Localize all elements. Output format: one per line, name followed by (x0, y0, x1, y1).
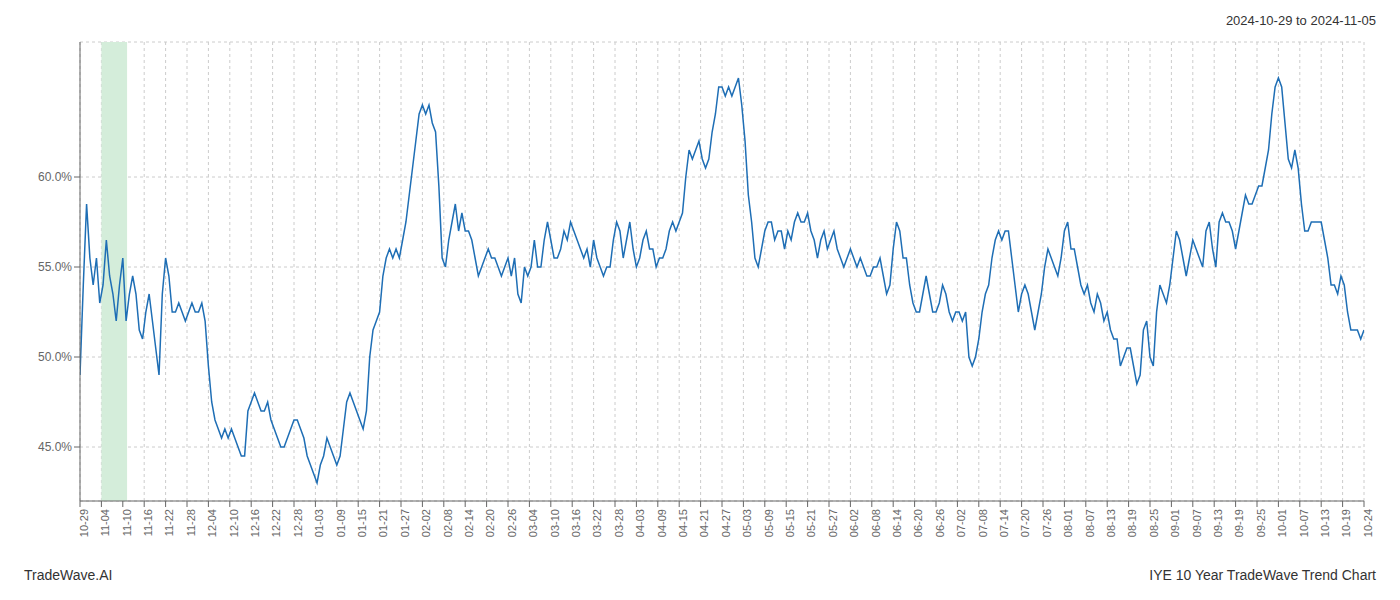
svg-text:07-20: 07-20 (1019, 509, 1031, 537)
html-text:IYE 10 Year TradeWave Trend Ch: IYE 10 Year TradeWave Trend Chart (1149, 567, 1376, 583)
html-text:2024-10-29 to 2024-11-05: 2024-10-29 to 2024-11-05 (1225, 12, 1376, 28)
svg-text:10-13: 10-13 (1319, 509, 1331, 537)
svg-text:02-26: 02-26 (506, 509, 518, 537)
svg-text:01-21: 01-21 (377, 509, 389, 537)
svg-text:12-04: 12-04 (206, 509, 218, 537)
svg-text:12-28: 12-28 (292, 509, 304, 537)
svg-text:05-03: 05-03 (741, 509, 753, 537)
svg-text:07-14: 07-14 (998, 509, 1010, 537)
svg-text:08-13: 08-13 (1105, 509, 1117, 537)
svg-text:11-16: 11-16 (142, 509, 154, 536)
svg-text:45.0%: 45.0% (38, 440, 72, 454)
svg-text:04-21: 04-21 (698, 509, 710, 537)
svg-text:02-20: 02-20 (484, 509, 496, 537)
svg-text:08-07: 08-07 (1084, 509, 1096, 537)
svg-text:02-14: 02-14 (463, 509, 475, 537)
svg-text:08-25: 08-25 (1148, 509, 1160, 537)
svg-text:10-29: 10-29 (78, 509, 90, 537)
svg-text:08-19: 08-19 (1126, 509, 1138, 537)
svg-text:03-04: 03-04 (527, 509, 539, 537)
svg-text:06-02: 06-02 (848, 509, 860, 537)
svg-text:12-16: 12-16 (249, 509, 261, 537)
svg-text:03-22: 03-22 (591, 509, 603, 537)
svg-text:05-09: 05-09 (763, 509, 775, 537)
svg-text:02-02: 02-02 (420, 509, 432, 537)
svg-text:55.0%: 55.0% (38, 260, 72, 274)
svg-text:09-13: 09-13 (1212, 509, 1224, 537)
html-text:TradeWave.AI: TradeWave.AI (24, 567, 113, 583)
svg-text:01-27: 01-27 (399, 509, 411, 537)
svg-text:10-07: 10-07 (1298, 509, 1310, 537)
svg-text:04-03: 04-03 (634, 509, 646, 537)
svg-text:01-03: 01-03 (313, 509, 325, 537)
svg-text:04-15: 04-15 (677, 509, 689, 537)
svg-text:07-08: 07-08 (977, 509, 989, 537)
svg-text:03-10: 03-10 (549, 509, 561, 537)
svg-text:60.0%: 60.0% (38, 170, 72, 184)
svg-text:01-15: 01-15 (356, 509, 368, 537)
svg-text:10-24: 10-24 (1362, 509, 1374, 537)
svg-text:07-02: 07-02 (955, 509, 967, 537)
svg-text:09-07: 09-07 (1191, 509, 1203, 537)
svg-text:01-09: 01-09 (335, 509, 347, 537)
svg-text:11-10: 11-10 (121, 509, 133, 536)
svg-text:06-08: 06-08 (870, 509, 882, 537)
svg-text:03-16: 03-16 (570, 509, 582, 537)
svg-text:09-25: 09-25 (1255, 509, 1267, 537)
svg-text:12-10: 12-10 (228, 509, 240, 537)
svg-text:02-08: 02-08 (442, 509, 454, 537)
svg-text:10-01: 10-01 (1276, 509, 1288, 537)
svg-text:11-28: 11-28 (185, 509, 197, 536)
svg-text:04-09: 04-09 (656, 509, 668, 537)
svg-text:03-28: 03-28 (613, 509, 625, 537)
svg-text:04-27: 04-27 (720, 509, 732, 537)
svg-text:06-20: 06-20 (912, 509, 924, 537)
svg-text:05-21: 05-21 (805, 509, 817, 537)
svg-text:05-15: 05-15 (784, 509, 796, 537)
svg-text:11-04: 11-04 (99, 509, 111, 536)
svg-text:12-22: 12-22 (270, 509, 282, 537)
svg-text:09-01: 09-01 (1169, 509, 1181, 537)
svg-text:09-19: 09-19 (1233, 509, 1245, 537)
svg-text:07-26: 07-26 (1041, 509, 1053, 537)
svg-text:11-22: 11-22 (163, 509, 175, 536)
svg-text:06-26: 06-26 (934, 509, 946, 537)
svg-text:05-27: 05-27 (827, 509, 839, 537)
svg-text:08-01: 08-01 (1062, 509, 1074, 537)
svg-text:10-19: 10-19 (1340, 509, 1352, 537)
svg-text:50.0%: 50.0% (38, 350, 72, 364)
svg-text:06-14: 06-14 (891, 509, 903, 537)
